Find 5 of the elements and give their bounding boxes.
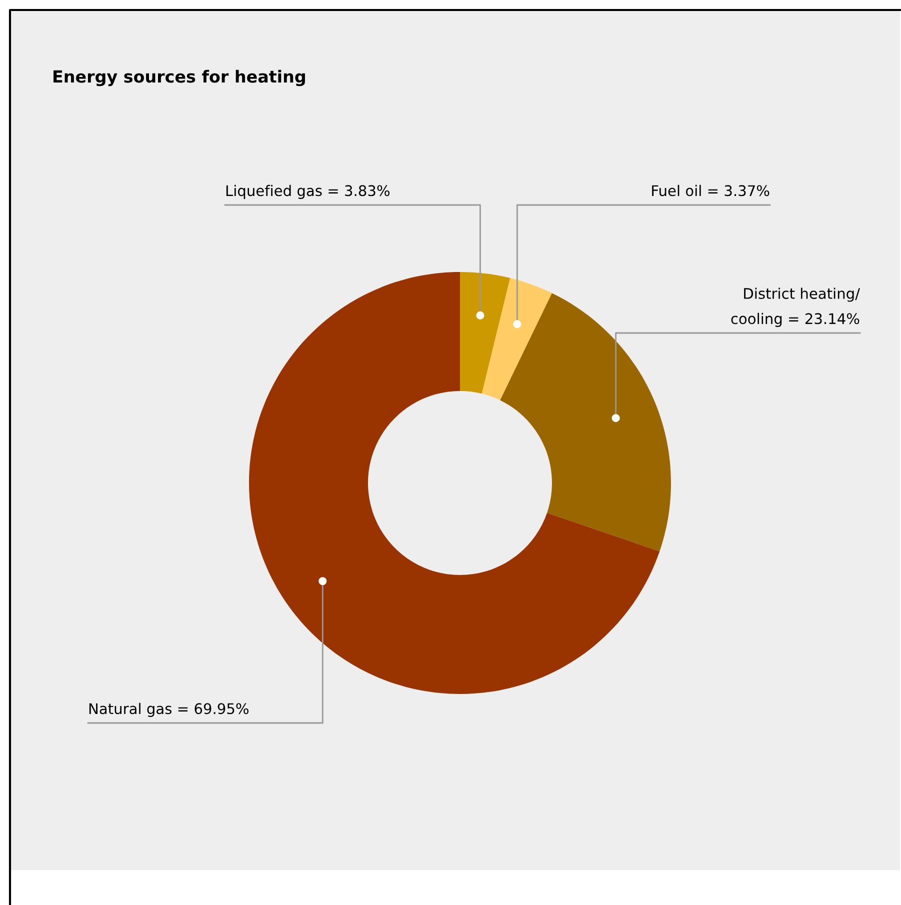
chart-title: Energy sources for heating <box>54 70 305 86</box>
slice-label: Liquefied gas = 3.83% <box>226 184 390 199</box>
slice-label: Natural gas = 69.95% <box>89 702 249 717</box>
slice-label: Fuel oil = 3.37% <box>652 184 770 196</box>
slice-label: District heating/cooling = 23.14% <box>731 288 860 327</box>
